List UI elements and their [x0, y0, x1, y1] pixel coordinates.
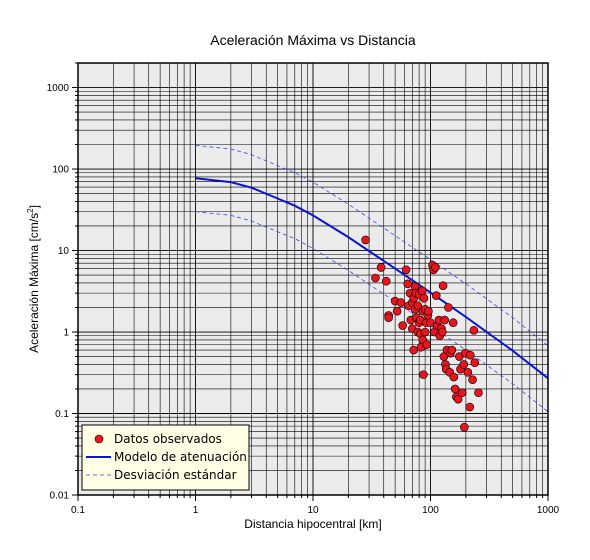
- observed-point: [381, 276, 391, 286]
- observed-point: [453, 394, 463, 404]
- y-tick-label: 1000: [47, 83, 70, 94]
- observed-point: [384, 313, 393, 322]
- x-axis-label: Distancia hipocentral [km]: [244, 517, 381, 531]
- observed-point: [424, 306, 433, 316]
- y-tick-label: 100: [52, 165, 69, 176]
- observed-point: [398, 321, 408, 330]
- y-tick-label: 0.01: [50, 491, 70, 502]
- legend-observed-label: Datos observados: [114, 432, 222, 446]
- legend: Datos observados Modelo de atenuación De…: [81, 424, 250, 491]
- observed-point: [440, 315, 449, 325]
- legend-observed-marker: [94, 434, 104, 444]
- observed-point: [413, 301, 423, 311]
- grid: [78, 63, 548, 495]
- observed-point: [403, 279, 413, 289]
- x-tick-label: 1000: [537, 505, 560, 516]
- y-tick-label: 10: [58, 246, 70, 257]
- observed-point: [469, 325, 479, 335]
- y-tick-label: 0.1: [55, 409, 69, 420]
- observed-point: [468, 375, 477, 384]
- observed-point: [417, 286, 427, 296]
- observed-point: [437, 327, 447, 337]
- observed-point: [447, 345, 457, 355]
- y-axis-label-main: Aceleración Máxima [cm/s: [27, 213, 41, 353]
- observed-point: [431, 263, 440, 272]
- observed-points: [361, 235, 483, 432]
- observed-point: [465, 402, 475, 412]
- observed-point: [361, 235, 370, 245]
- observed-point: [449, 372, 459, 382]
- observed-point: [392, 306, 402, 316]
- observed-point: [409, 345, 419, 355]
- observed-point: [448, 318, 458, 328]
- observed-point: [422, 340, 432, 349]
- x-axis-ticks: 0.1 1 10 100 1000: [71, 495, 560, 516]
- observed-point: [474, 388, 483, 398]
- y-axis-label-end: ]: [27, 205, 41, 208]
- observed-point: [419, 293, 429, 303]
- observed-point: [459, 360, 469, 369]
- observed-point: [460, 422, 469, 432]
- x-tick-label: 100: [422, 505, 439, 516]
- observed-point: [420, 327, 430, 337]
- legend-model-label: Modelo de atenuación: [114, 450, 247, 464]
- observed-point: [450, 384, 460, 394]
- x-tick-label: 0.1: [71, 505, 85, 516]
- observed-point: [470, 358, 480, 368]
- observed-point: [431, 291, 441, 300]
- observed-point: [396, 298, 406, 307]
- y-axis-ticks: 0.01 0.1 1 10 100 1000: [47, 62, 78, 502]
- observed-point: [444, 303, 453, 312]
- observed-point: [371, 273, 380, 283]
- observed-point: [465, 350, 475, 360]
- x-tick-label: 10: [307, 505, 319, 516]
- observed-point: [401, 265, 411, 275]
- observed-point: [463, 368, 473, 377]
- y-axis-label-superscript: 2: [26, 208, 35, 213]
- observed-point: [419, 370, 428, 379]
- x-tick-label: 1: [193, 505, 199, 516]
- model-line-path: [195, 177, 549, 380]
- std-line-2: [195, 144, 549, 346]
- observed-point: [457, 388, 467, 398]
- y-tick-label: 1: [63, 328, 69, 339]
- model-line: [195, 177, 549, 380]
- chart-title: Aceleración Máxima vs Distancia: [210, 32, 416, 48]
- legend-std-label: Desviación estándar: [114, 468, 237, 482]
- observed-point: [376, 263, 386, 272]
- observed-point: [438, 281, 448, 291]
- y-axis-label: Aceleración Máxima [cm/s2]: [26, 205, 41, 353]
